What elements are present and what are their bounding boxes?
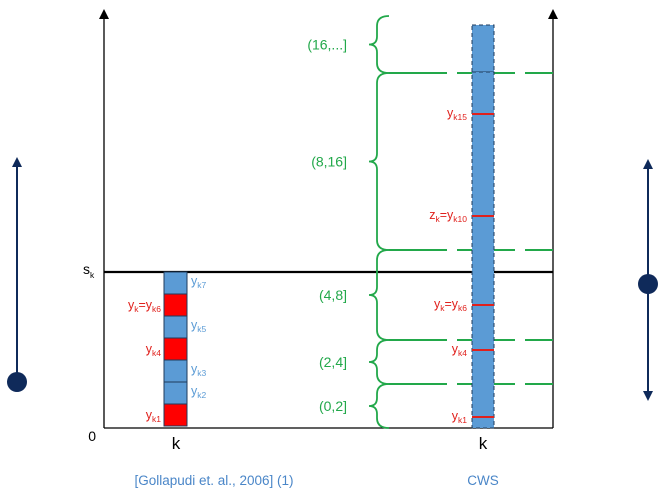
interval-brace <box>368 339 390 385</box>
left-navy-arrow <box>7 157 27 392</box>
interval-label: (8,16] <box>311 154 347 170</box>
right-mark-label: yk4 <box>452 342 468 358</box>
caption-right: CWS <box>467 473 499 488</box>
interval-label: (2,4] <box>319 354 347 370</box>
right-cws-column: yk15 zk=yk10 yk=yk6 yk4 yk1 <box>429 24 495 429</box>
right-mark-label: yk15 <box>447 106 467 122</box>
interval-brace <box>368 15 390 74</box>
right-arrow-dot <box>638 274 658 294</box>
cell-label-red: yk1 <box>146 408 162 424</box>
cell-blue <box>163 359 188 383</box>
left-arrow-dot <box>7 372 27 392</box>
right-mark-label: yk1 <box>452 409 468 425</box>
right-mark-label: yk=yk6 <box>434 297 467 313</box>
left-cell-column: yk7 yk=yk6 yk5 yk4 yk3 yk2 yk1 <box>128 271 207 427</box>
origin-label: 0 <box>88 428 96 444</box>
interval-brace <box>368 249 390 341</box>
interval-label: (4,8] <box>319 287 347 303</box>
right-navy-arrow <box>638 159 658 401</box>
right-bar-top-dashed <box>471 24 495 73</box>
cell-label-red: yk=yk6 <box>128 298 161 314</box>
caption-left: [Gollapudi et. al., 2006] (1) <box>134 473 293 488</box>
cell-blue <box>163 271 188 295</box>
cell-label-red: yk4 <box>146 342 162 358</box>
cell-blue <box>163 315 188 339</box>
cell-label-blue: yk7 <box>191 274 207 290</box>
cell-label-blue: yk2 <box>191 384 207 400</box>
k-tick-right: k <box>479 434 488 453</box>
interval-label: (0,2] <box>319 398 347 414</box>
interval-brace <box>368 383 390 429</box>
cell-red <box>163 403 188 427</box>
s-label: sk <box>83 261 95 280</box>
interval-group: (16,...] (8,16] (4,8] (2,4] (0,2] <box>307 15 553 429</box>
cell-label-blue: yk5 <box>191 318 207 334</box>
cell-blue <box>163 381 188 405</box>
right-bar <box>471 71 495 429</box>
interval-label: (16,...] <box>307 37 347 53</box>
cell-label-blue: yk3 <box>191 362 207 378</box>
k-tick-left: k <box>172 434 181 453</box>
cell-red <box>163 293 188 317</box>
right-mark-label: zk=yk10 <box>429 208 467 224</box>
cell-red <box>163 337 188 361</box>
interval-brace <box>368 72 390 251</box>
